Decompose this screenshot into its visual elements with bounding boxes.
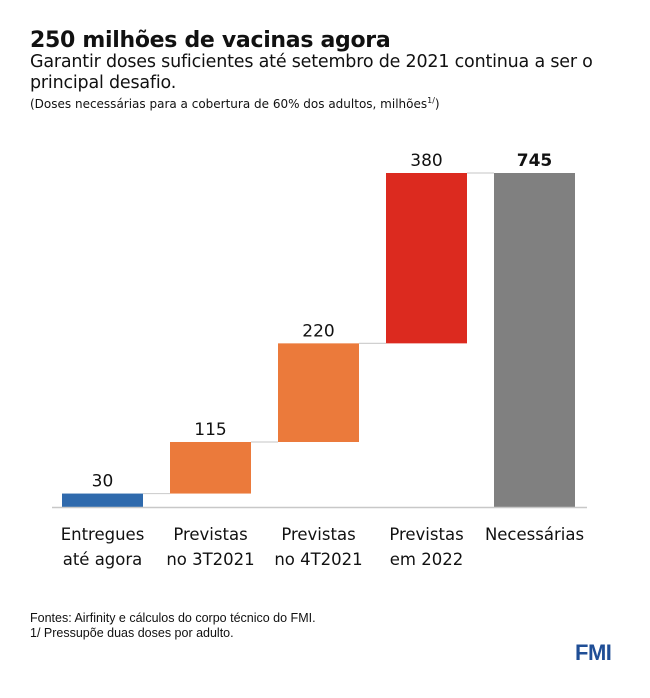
category-label: em 2022 xyxy=(390,550,463,569)
data-label: 380 xyxy=(410,151,442,171)
bar-4 xyxy=(494,173,575,507)
data-label: 115 xyxy=(194,420,226,440)
bar-1 xyxy=(170,441,251,494)
chart-unit-note: (Doses necessárias para a cobertura de 6… xyxy=(30,96,440,111)
category-label: no 3T2021 xyxy=(166,550,254,569)
bar-2 xyxy=(278,343,359,442)
data-label: 745 xyxy=(517,151,553,171)
unit-note-text: (Doses necessárias para a cobertura de 6… xyxy=(30,97,428,111)
category-label: Previstas xyxy=(173,525,247,544)
footnote-text: 1/ Pressupõe duas doses por adulto. xyxy=(30,626,234,640)
category-label: Necessárias xyxy=(485,525,584,544)
source-text: Fontes: Airfinity e cálculos do corpo té… xyxy=(30,611,316,625)
fmi-logo: FMI xyxy=(575,640,612,665)
category-label: Previstas xyxy=(389,525,463,544)
category-label: Entregues xyxy=(61,525,145,544)
unit-note-footnote-ref: 1/ xyxy=(427,96,435,105)
chart-title: 250 milhões de vacinas agora xyxy=(30,28,391,53)
data-label: 220 xyxy=(302,321,334,341)
data-label: 30 xyxy=(92,472,114,492)
category-label: até agora xyxy=(63,550,143,569)
category-label: no 4T2021 xyxy=(274,550,362,569)
bar-3 xyxy=(386,173,467,344)
bar-0 xyxy=(62,493,143,507)
unit-note-close: ) xyxy=(434,97,440,111)
chart-subtitle: Garantir doses suficientes até setembro … xyxy=(30,52,593,93)
chart-sources: Fontes: Airfinity e cálculos do corpo té… xyxy=(30,611,316,641)
category-label: Previstas xyxy=(281,525,355,544)
